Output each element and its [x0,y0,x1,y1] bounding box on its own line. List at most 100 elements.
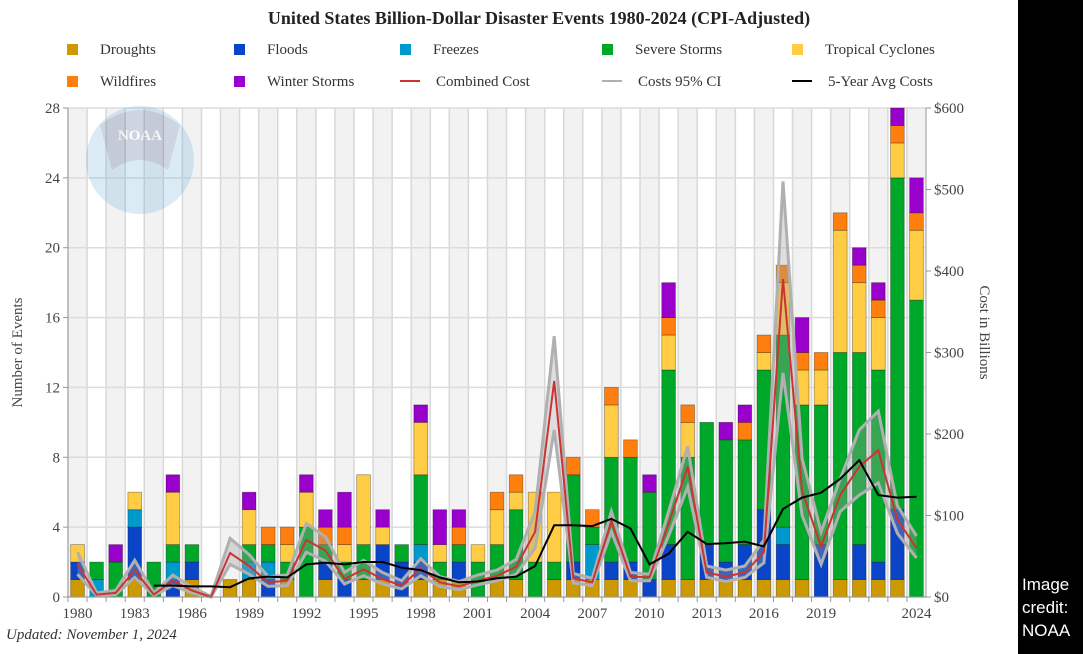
bar-droughts-1998 [413,579,428,598]
bar-floods-1986 [184,561,200,580]
legend-item-ci[interactable]: Costs 95% CI [602,74,721,91]
bar-severe-1985 [165,544,181,563]
legend-item-freezes[interactable]: Freezes [400,42,479,59]
chart-panel: United States Billion-Dollar Disaster Ev… [0,0,1018,654]
legend-label: Costs 95% CI [638,74,722,90]
bar-droughts-2008 [604,579,619,598]
combined-cost-line [76,279,918,599]
bar-winter-1994 [337,491,352,528]
legend-item-winter[interactable]: Winter Storms [234,74,354,91]
bar-tropical-1999 [432,544,448,563]
bar-winter-1993 [318,509,333,528]
bar-droughts-2023 [890,579,905,598]
bar-winter-2024 [909,177,924,214]
legend-item-wildfires[interactable]: Wildfires [67,74,156,91]
legend-item-droughts[interactable]: Droughts [67,42,156,59]
bar-wildfires-2006 [566,456,581,476]
bar-droughts-2003 [508,579,524,598]
column-band [201,108,221,597]
bar-wildfires-2020 [832,212,848,231]
legend-label: Winter Storms [267,74,355,90]
legend-swatch-icon [67,44,78,55]
legend-label: Severe Storms [635,42,723,58]
bar-droughts-2017 [775,579,791,598]
bar-winter-2011 [661,282,676,318]
column-band [449,108,469,597]
bar-wildfires-2015 [737,421,753,441]
bar-floods-2022 [871,561,886,580]
chart-svg: 0481216202428NOAA$0$100$200$300$400$500$… [10,101,992,622]
bar-wildfires-2021 [852,264,867,284]
bar-wildfires-1991 [280,526,295,546]
bar-droughts-1988 [222,579,238,598]
legend-swatch-icon [792,44,803,55]
bar-tropical-2022 [871,317,886,371]
bar-droughts-1995 [356,579,371,598]
y-tick-label: 8 [53,450,61,466]
bar-severe-2023 [890,177,905,511]
y2-tick-label: $400 [934,264,964,280]
y2-tick-label: $0 [934,590,949,606]
bar-tropical-1989 [241,509,257,546]
bar-winter-2015 [737,404,753,423]
legend-label: 5-Year Avg Costs [828,74,933,90]
x-tick-label: 1980 [63,606,93,622]
y-tick-label: 28 [45,101,60,117]
bar-freezes-2017 [775,526,791,546]
bar-wildfires-2002 [489,491,505,511]
legend-item-combined[interactable]: Combined Cost [400,74,530,91]
chart-title: United States Billion-Dollar Disaster Ev… [267,8,811,28]
legend-item-avg[interactable]: 5-Year Avg Costs [792,74,933,91]
column-band [68,108,88,597]
legend-label: Floods [267,42,308,58]
column-band [373,108,393,597]
bar-tropical-1996 [375,526,390,546]
bar-wildfires-2003 [508,474,524,493]
y2-tick-label: $100 [934,509,964,525]
bar-floods-2000 [451,561,467,580]
x-tick-label: 2019 [806,606,836,622]
bar-tropical-2008 [604,404,619,458]
y2-tick-label: $500 [934,183,964,199]
legend-item-severe[interactable]: Severe Storms [602,42,722,59]
bar-winter-2018 [794,317,810,353]
bar-winter-2023 [890,107,905,126]
x-tick-label: 2004 [520,606,551,622]
bar-severe-2000 [451,544,467,563]
bar-droughts-2013 [699,579,714,598]
legend-swatch-icon [67,76,78,87]
image-credit: Image credit: NOAA [1022,575,1071,640]
x-tick-label: 1989 [234,606,264,622]
bar-tropical-2021 [852,282,867,353]
bar-floods-2008 [604,561,619,580]
bar-droughts-2015 [737,579,753,598]
bar-tropical-2016 [756,352,772,371]
bar-winter-2010 [642,474,657,493]
bar-severe-2007 [585,526,600,546]
bar-wildfires-2011 [661,317,676,336]
bar-freezes-1983 [127,509,142,528]
column-band [468,108,488,597]
bar-droughts-2012 [680,579,695,598]
bar-severe-2015 [737,439,753,546]
bar-tropical-2003 [508,491,524,511]
bar-droughts-2005 [546,579,562,598]
legend-item-tropical[interactable]: Tropical Cyclones [792,42,935,59]
x-tick-label: 2007 [577,606,608,622]
x-tick-label: 1986 [177,606,208,622]
bar-tropical-2001 [470,544,486,563]
bar-tropical-2002 [489,509,505,546]
y-tick-label: 0 [53,590,61,606]
bar-tropical-1994 [337,544,352,563]
legend-item-floods[interactable]: Floods [234,42,308,59]
legend-swatch-icon [234,76,245,87]
bar-wildfires-2019 [813,352,829,371]
bar-winter-2021 [852,247,867,266]
five-year-avg-line [153,458,917,589]
bar-droughts-2022 [871,579,886,598]
bar-winter-1985 [165,474,181,493]
legend-line-icon [792,80,812,82]
y-tick-label: 20 [45,241,60,257]
bar-droughts-2011 [661,579,676,598]
x-tick-label: 2016 [749,606,780,622]
